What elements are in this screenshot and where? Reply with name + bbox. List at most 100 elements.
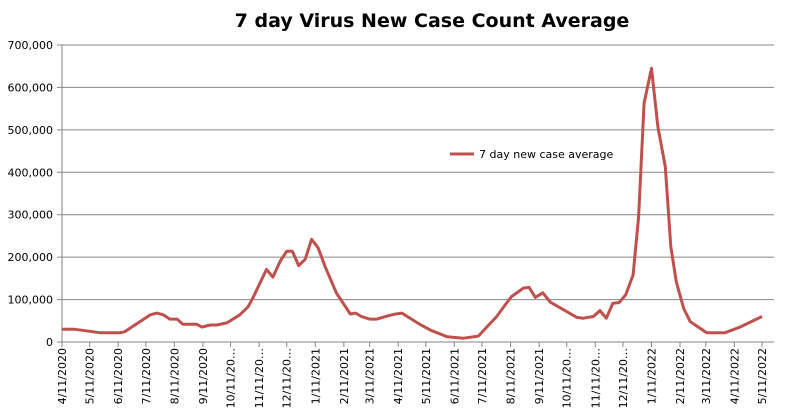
- x-tick-label: 3/11/2022: [700, 348, 713, 404]
- data-point: [225, 321, 228, 324]
- data-point: [349, 312, 352, 315]
- y-tick-label: 200,000: [8, 251, 54, 264]
- data-point: [119, 331, 122, 334]
- y-tick-label: 500,000: [8, 124, 54, 137]
- x-tick-label: 5/11/2020: [84, 348, 97, 404]
- data-point: [504, 304, 507, 307]
- x-tick-label: 1/11/2022: [645, 348, 658, 404]
- x-tick-label: 3/11/2021: [364, 348, 377, 404]
- y-tick-label: 700,000: [8, 39, 54, 52]
- data-point: [637, 215, 640, 218]
- data-point: [209, 324, 212, 327]
- data-point: [495, 315, 498, 318]
- data-point: [251, 297, 254, 300]
- data-point: [592, 315, 595, 318]
- data-point: [61, 328, 64, 331]
- x-tick-label: 4/11/2022: [728, 348, 741, 404]
- data-point: [429, 329, 432, 332]
- x-axis: 4/11/2020 5/11/2020 6/11/2020 7/11/2020 8/11…: [56, 341, 774, 408]
- data-point: [527, 286, 530, 289]
- data-point: [510, 295, 513, 298]
- data-point: [297, 264, 300, 267]
- data-point: [215, 324, 218, 327]
- x-tick-label: 10/11/20…: [561, 348, 574, 408]
- data-point: [176, 318, 179, 321]
- x-tick-label: 8/11/2021: [505, 348, 518, 404]
- x-tick-label: 5/11/2022: [756, 348, 769, 404]
- y-tick-label: 300,000: [8, 209, 54, 222]
- x-tick-label: 4/11/2021: [392, 348, 405, 404]
- data-point: [162, 313, 165, 316]
- data-point: [317, 246, 320, 249]
- data-point: [724, 331, 727, 334]
- data-point: [73, 328, 76, 331]
- data-point: [632, 273, 635, 276]
- data-point: [291, 250, 294, 253]
- data-point: [761, 315, 764, 318]
- x-tick-label: 4/11/2020: [56, 348, 69, 404]
- data-point: [682, 307, 685, 310]
- gridlines: [62, 44, 774, 301]
- data-point: [310, 238, 313, 241]
- x-tick-label: 10/11/20…: [225, 348, 238, 408]
- data-point: [643, 102, 646, 105]
- chart-title: 7 day Virus New Case Count Average: [235, 10, 630, 32]
- data-point: [650, 67, 653, 70]
- data-point: [446, 335, 449, 338]
- data-point: [477, 335, 480, 338]
- data-point: [238, 313, 241, 316]
- data-point: [618, 301, 621, 304]
- data-point: [705, 331, 708, 334]
- data-point: [400, 312, 403, 315]
- x-tick-label: 12/11/20…: [617, 348, 630, 408]
- data-point: [624, 293, 627, 296]
- x-tick-label: 9/11/2021: [533, 348, 546, 404]
- data-point: [575, 316, 578, 319]
- data-point: [304, 258, 307, 261]
- data-point: [392, 313, 395, 316]
- data-point: [368, 318, 371, 321]
- x-tick-label: 2/11/2022: [674, 348, 687, 404]
- x-tick-label: 1/11/2021: [309, 348, 322, 404]
- data-point: [669, 245, 672, 248]
- series-layer: [61, 66, 764, 340]
- x-tick-label: 11/11/20…: [253, 348, 266, 408]
- data-point: [738, 326, 741, 329]
- data-point: [149, 313, 152, 316]
- data-point: [386, 315, 389, 318]
- x-tick-label: 7/11/2021: [476, 348, 489, 404]
- y-axis: 0 100,000 200,000 300,000 400,000 500,000 600,…: [8, 39, 63, 349]
- data-point: [155, 312, 158, 315]
- x-tick-label: 2/11/2021: [338, 348, 351, 404]
- data-point: [462, 337, 465, 340]
- data-point: [168, 318, 171, 321]
- x-tick-label: 11/11/20…: [589, 348, 602, 408]
- data-point: [675, 280, 678, 283]
- data-point: [360, 315, 363, 318]
- x-tick-label: 6/11/2020: [112, 348, 125, 404]
- y-tick-label: 0: [46, 336, 53, 349]
- y-tick-label: 100,000: [8, 294, 54, 307]
- data-point: [181, 323, 184, 326]
- data-point: [376, 318, 379, 321]
- data-point: [689, 320, 692, 323]
- data-point: [265, 268, 268, 271]
- y-tick-label: 400,000: [8, 166, 54, 179]
- data-point: [201, 326, 204, 329]
- data-point: [279, 259, 282, 262]
- series-line: [62, 66, 763, 340]
- data-point: [98, 331, 101, 334]
- x-tick-label: 9/11/2020: [197, 348, 210, 404]
- data-point: [285, 250, 288, 253]
- data-point: [664, 165, 667, 168]
- x-tick-label: 7/11/2020: [140, 348, 153, 404]
- data-point: [324, 266, 327, 269]
- data-point: [549, 301, 552, 304]
- x-tick-label: 8/11/2020: [168, 348, 181, 404]
- data-point: [522, 287, 525, 290]
- y-tick-label: 600,000: [8, 81, 54, 94]
- x-tick-label: 12/11/20…: [281, 348, 294, 408]
- x-tick-label: 5/11/2021: [420, 348, 433, 404]
- legend: 7 day new case average: [450, 148, 614, 161]
